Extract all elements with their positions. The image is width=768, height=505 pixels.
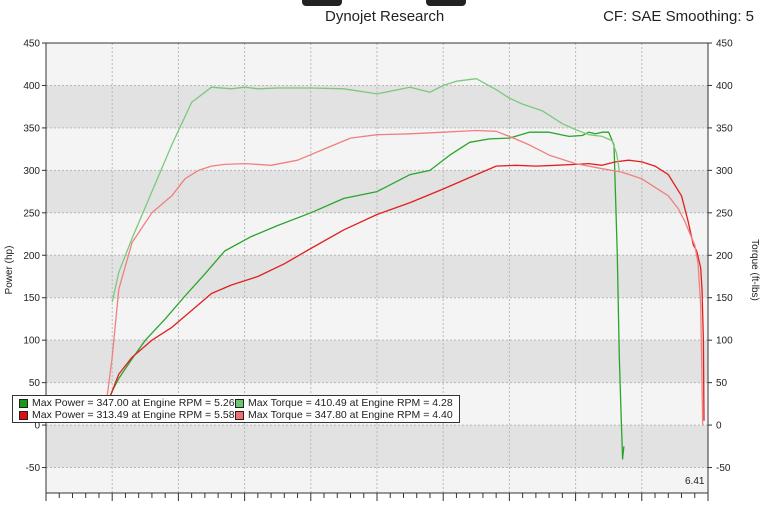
correction-factor-label: CF: SAE Smoothing: 5 (603, 8, 754, 25)
series-line-3 (104, 129, 704, 426)
y-tick-label-left: 450 (23, 39, 40, 50)
x-axis-ticks (45, 493, 709, 501)
legend-label: Max Power = 313.49 at Engine RPM = 5.58 (32, 409, 235, 421)
y-tick-label-left: 350 (23, 123, 40, 134)
y-tick-label-right: 100 (716, 336, 733, 347)
legend: Max Power = 347.00 at Engine RPM = 5.26 … (12, 395, 460, 423)
y-tick-label-right: 250 (716, 208, 733, 219)
chart-title: Dynojet Research (325, 8, 445, 25)
y-tick-label-right: 300 (716, 166, 733, 177)
y-tick-label-left: 200 (23, 251, 40, 262)
legend-swatch-icon (19, 410, 28, 420)
y-tick-label-left: 150 (23, 293, 40, 304)
y-tick-label-left: 400 (23, 81, 40, 92)
y-tick-label-left: 300 (23, 166, 40, 177)
y-tick-label-right: 400 (716, 81, 733, 92)
y-axis-right-label: Torque (ft-lbs) (749, 239, 760, 301)
y-axis-left-ticks: -50 0 50 100 150 200 250 300 350 400 450 (23, 39, 46, 474)
y-tick-label-right: 50 (716, 378, 728, 389)
y-tick-label-left: -50 (26, 463, 41, 474)
legend-label: Max Power = 347.00 at Engine RPM = 5.26 (32, 397, 235, 409)
series-line-0 (104, 131, 625, 460)
series-line-2 (111, 78, 620, 303)
series-layer (104, 78, 705, 460)
y-tick-label-right: 0 (716, 421, 722, 432)
window-tab-right[interactable] (426, 0, 466, 6)
legend-item-torque-green: Max Torque = 410.49 at Engine RPM = 4.28 (235, 397, 453, 409)
legend-swatch-icon (19, 398, 28, 408)
y-tick-label-right: 200 (716, 251, 733, 262)
y-tick-label-right: 350 (716, 123, 733, 134)
legend-swatch-icon (235, 398, 244, 408)
window-tab-left[interactable] (302, 0, 342, 6)
legend-item-power-red: Max Power = 313.49 at Engine RPM = 5.58 (19, 409, 235, 421)
legend-label: Max Torque = 347.80 at Engine RPM = 4.40 (248, 409, 453, 421)
x-axis-end-value: 6.41 (685, 476, 705, 487)
legend-item-power-green: Max Power = 347.00 at Engine RPM = 5.26 (19, 397, 235, 409)
y-tick-label-left: 50 (29, 378, 41, 389)
y-tick-label-right: -50 (716, 463, 731, 474)
legend-label: Max Torque = 410.49 at Engine RPM = 4.28 (248, 397, 453, 409)
y-tick-label-left: 250 (23, 208, 40, 219)
y-tick-label-right: 450 (716, 39, 733, 50)
legend-item-torque-red: Max Torque = 347.80 at Engine RPM = 4.40 (235, 409, 453, 421)
y-axis-left-label: Power (hp) (4, 246, 15, 295)
y-tick-label-left: 0 (34, 421, 40, 432)
legend-swatch-icon (235, 410, 244, 420)
y-tick-label-left: 100 (23, 336, 40, 347)
y-tick-label-right: 150 (716, 293, 733, 304)
y-axis-right-ticks: -50 0 50 100 150 200 250 300 350 400 450 (708, 39, 733, 474)
